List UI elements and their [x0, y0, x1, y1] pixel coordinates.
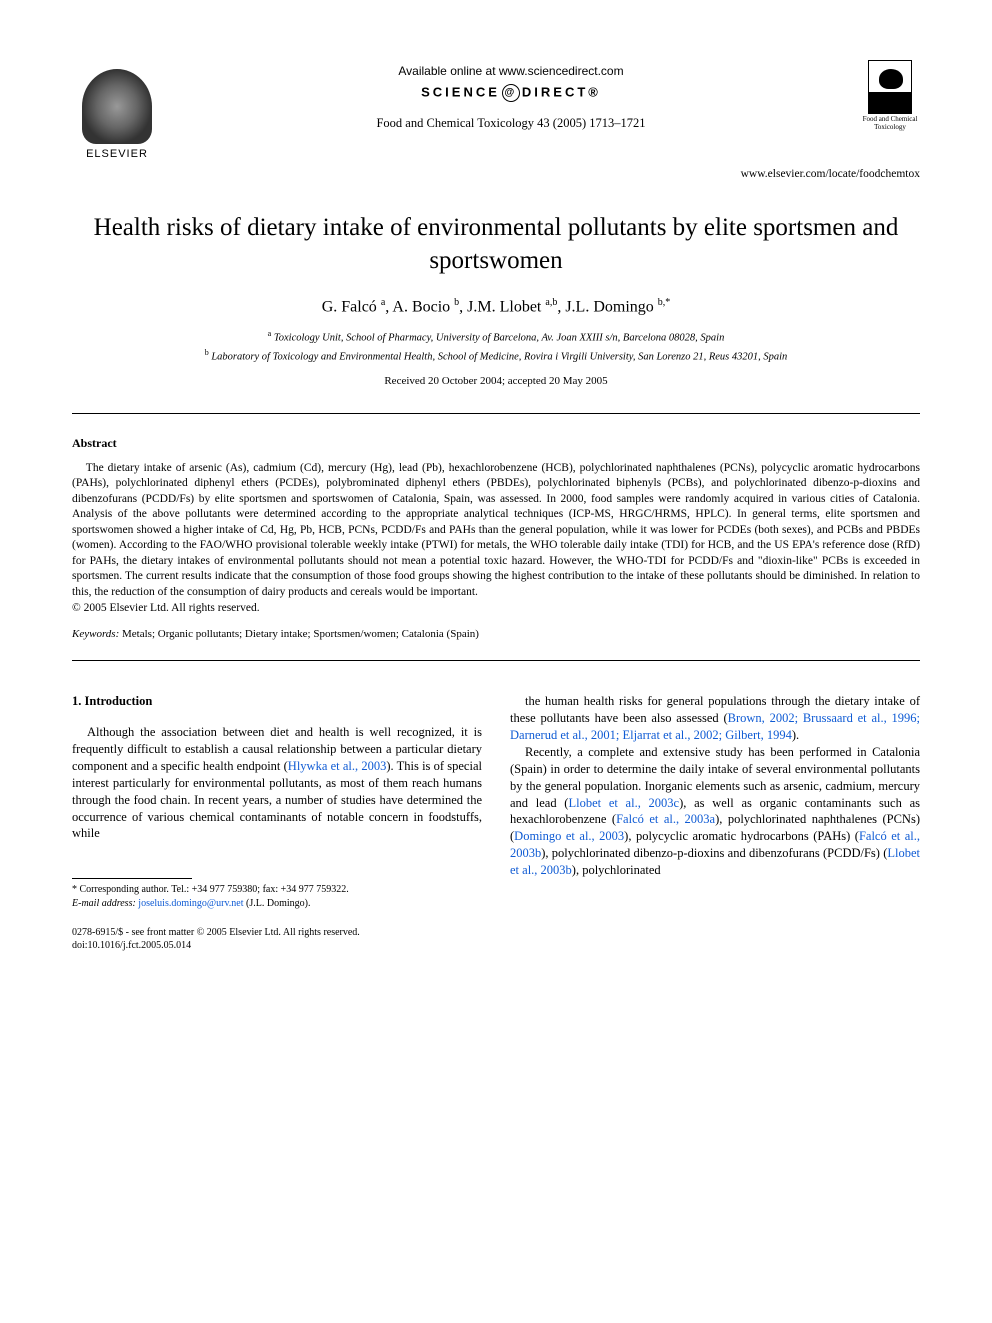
elsevier-tree-icon	[82, 69, 152, 144]
ref-llobet-2003c[interactable]: Llobet et al., 2003c	[568, 796, 679, 810]
sd-left: SCIENCE	[421, 84, 500, 99]
journal-logo-label: Food and Chemical Toxicology	[860, 116, 920, 131]
doi-line: doi:10.1016/j.fct.2005.05.014	[72, 939, 482, 952]
email-line: E-mail address: joseluis.domingo@urv.net…	[72, 897, 482, 911]
intro-para-2-right: Recently, a complete and extensive study…	[510, 744, 920, 879]
ref-domingo-2003[interactable]: Domingo et al., 2003	[514, 829, 624, 843]
bottom-meta: 0278-6915/$ - see front matter © 2005 El…	[72, 926, 482, 952]
rule-top	[72, 413, 920, 414]
elsevier-logo: ELSEVIER	[72, 60, 162, 160]
keywords-text: Metals; Organic pollutants; Dietary inta…	[122, 628, 479, 640]
intro-para-1-left: Although the association between diet an…	[72, 724, 482, 842]
abstract-heading: Abstract	[72, 436, 920, 451]
affiliations: a Toxicology Unit, School of Pharmacy, U…	[72, 328, 920, 364]
footnote-rule	[72, 878, 192, 879]
affiliation-a: a Toxicology Unit, School of Pharmacy, U…	[72, 328, 920, 346]
locate-url: www.elsevier.com/locate/foodchemtox	[72, 168, 920, 180]
section-1-heading: 1. Introduction	[72, 693, 482, 710]
body-columns: 1. Introduction Although the association…	[72, 693, 920, 952]
abstract-body: The dietary intake of arsenic (As), cadm…	[72, 461, 920, 601]
email-link[interactable]: joseluis.domingo@urv.net	[138, 898, 243, 909]
issn-line: 0278-6915/$ - see front matter © 2005 El…	[72, 926, 482, 939]
authors: G. Falcó a, A. Bocio b, J.M. Llobet a,b,…	[72, 297, 920, 316]
elsevier-label: ELSEVIER	[86, 148, 148, 160]
sd-right: DIRECT®	[522, 84, 601, 99]
intro-para-1-right: the human health risks for general popul…	[510, 693, 920, 744]
ref-falco-2003a[interactable]: Falcó et al., 2003a	[616, 812, 715, 826]
journal-cover-icon	[868, 60, 912, 114]
corresponding-footnote: * Corresponding author. Tel.: +34 977 75…	[72, 883, 482, 910]
sciencedirect-logo: SCIENCE@DIRECT®	[162, 84, 860, 102]
journal-logo: Food and Chemical Toxicology	[860, 60, 920, 131]
sd-at-icon: @	[502, 84, 520, 102]
rule-bottom	[72, 660, 920, 661]
journal-reference: Food and Chemical Toxicology 43 (2005) 1…	[162, 116, 860, 131]
corresponding-text: * Corresponding author. Tel.: +34 977 75…	[72, 883, 482, 897]
abstract-copyright: © 2005 Elsevier Ltd. All rights reserved…	[72, 602, 920, 614]
available-online-text: Available online at www.sciencedirect.co…	[162, 64, 860, 78]
keywords-label: Keywords:	[72, 628, 119, 640]
header-row: ELSEVIER Available online at www.science…	[72, 60, 920, 160]
center-header: Available online at www.sciencedirect.co…	[162, 60, 860, 131]
article-title: Health risks of dietary intake of enviro…	[72, 212, 920, 277]
column-right: the human health risks for general popul…	[510, 693, 920, 952]
received-dates: Received 20 October 2004; accepted 20 Ma…	[72, 375, 920, 387]
ref-hlywka[interactable]: Hlywka et al., 2003	[288, 759, 387, 773]
column-left: 1. Introduction Although the association…	[72, 693, 482, 952]
keywords: Keywords: Metals; Organic pollutants; Di…	[72, 628, 920, 640]
affiliation-b: b Laboratory of Toxicology and Environme…	[72, 347, 920, 365]
